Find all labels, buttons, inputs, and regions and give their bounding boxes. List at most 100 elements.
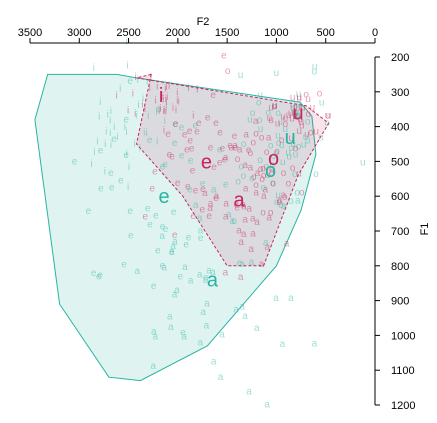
point-e-series-2: e [185,181,191,192]
point-a-series-2: a [223,267,229,278]
point-i-series-1: i [155,107,157,118]
point-o-series-2: o [279,135,285,146]
point-o-series-2: o [317,89,323,100]
y-tick-label: 500 [391,156,409,168]
point-o-series-1: o [273,148,279,159]
point-a-series-2: a [254,217,260,228]
point-o-series-2: o [260,208,266,219]
point-u-series-2: u [297,115,303,126]
point-o-series-1: o [257,115,263,126]
point-a-series-2: a [246,204,252,215]
point-u-series-1: u [301,139,307,150]
point-u-series-2: u [286,110,292,121]
point-o-series-1: o [269,160,275,171]
point-a-series-1: a [211,357,217,368]
point-o-series-1: o [241,139,247,150]
point-o-series-2: o [293,144,299,155]
point-i-series-1: i [127,182,129,193]
point-o-series-2: o [225,66,231,77]
x-tick-label: 1000 [264,27,288,39]
point-a-series-1: a [198,337,204,348]
point-a-series-1: a [182,262,188,273]
point-e-series-2: e [206,211,212,222]
point-e-series-1: e [86,206,92,217]
point-e-series-2: e [194,127,200,138]
point-o-series-2: o [270,179,276,190]
point-u-series-2: u [296,92,302,103]
point-u-series-1: u [274,68,280,79]
point-a-series-1: a [151,361,157,372]
x-tick-label: 2000 [166,27,190,39]
point-a-series-2: a [236,225,242,236]
point-o-series-1: o [275,108,281,119]
hull-series-1 [34,73,317,382]
centroid-label-o-series-1: o [265,160,276,182]
x-tick-label: 3000 [67,27,91,39]
point-o-series-2: o [299,188,305,199]
point-e-series-2: e [200,184,206,195]
point-o-series-2: o [290,163,296,174]
point-i-series-1: i [113,122,115,133]
point-u-series-2: u [271,101,277,112]
point-o-series-1: o [249,174,255,185]
point-u-series-2: u [296,169,302,180]
centroid-label-o-series-2: o [268,148,279,170]
point-o-series-2: o [260,164,266,175]
point-o-series-2: o [251,172,257,183]
y-tick-label: 900 [391,296,409,308]
point-u-series-2: u [288,108,294,119]
point-e-series-2: e [190,166,196,177]
point-e-series-2: e [142,211,148,222]
point-a-series-1: a [263,238,269,249]
point-e-series-1: e [96,272,102,283]
point-a-series-1: a [254,323,260,334]
point-u-series-2: u [325,111,331,122]
point-e-series-1: e [109,183,115,194]
point-a-series-1: a [219,329,225,340]
point-u-series-1: u [296,89,302,100]
point-o-series-2: o [305,109,311,120]
point-i-series-1: i [104,139,106,150]
point-e-series-2: e [213,193,219,204]
point-u-series-2: u [283,114,289,125]
point-e-series-2: e [217,127,223,138]
point-u-series-2: u [267,113,273,124]
point-e-series-2: e [221,51,227,62]
point-e-series-2: e [208,142,214,153]
point-i-series-1: i [164,116,166,127]
point-e-series-1: e [187,185,193,196]
point-a-series-2: a [259,259,265,270]
point-e-series-1: e [97,270,103,281]
point-i-series-1: i [125,127,127,138]
point-i-series-2: i [165,97,167,108]
point-i-series-2: i [115,90,117,101]
point-i-series-2: i [156,81,158,92]
point-o-series-2: o [235,154,241,165]
point-i-series-2: i [187,83,189,94]
point-e-series-1: e [169,247,175,258]
point-e-series-1: e [124,115,130,126]
point-u-series-1: u [238,70,244,81]
point-o-series-1: o [288,196,294,207]
point-a-series-2: a [229,143,235,154]
point-e-series-1: e [127,76,133,87]
point-u-series-2: u [280,111,286,122]
point-a-series-1: a [153,331,159,342]
point-a-series-1: a [210,267,216,278]
point-i-series-1: i [110,106,112,117]
point-a-series-2: a [214,191,220,202]
point-a-series-1: a [188,275,194,286]
point-o-series-1: o [268,141,274,152]
point-u-series-2: u [272,100,278,111]
point-a-series-2: a [250,214,256,225]
point-a-series-1: a [264,400,270,411]
point-a-series-2: a [253,116,259,127]
point-o-series-1: o [292,169,298,180]
point-a-series-2: a [240,200,246,211]
point-u-series-2: u [288,133,294,144]
point-u-series-2: u [275,119,281,130]
centroid-label-a-series-2: a [233,190,245,212]
point-a-series-1: a [218,372,224,383]
